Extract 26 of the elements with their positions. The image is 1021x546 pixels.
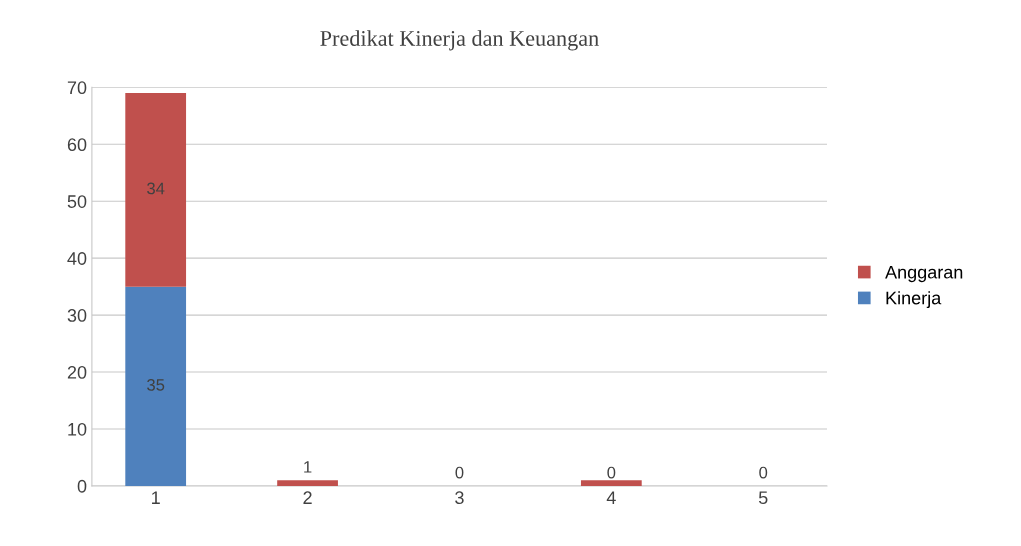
x-tick-label: 5: [758, 491, 768, 505]
y-tick-label: 70: [67, 81, 87, 95]
x-tick-label: 3: [455, 491, 464, 505]
x-tick-label: 4: [606, 491, 616, 504]
x-tick-label: 2: [303, 491, 312, 504]
data-label: 0: [759, 466, 768, 479]
data-label: 1: [304, 461, 312, 473]
y-tick-label: 20: [67, 365, 87, 379]
bar: [277, 480, 338, 486]
x-tick-label: 1: [152, 491, 160, 504]
y-tick-label: 50: [67, 195, 87, 208]
bar: [125, 286, 187, 486]
y-tick-label: 10: [68, 422, 87, 436]
y-tick-label: 30: [67, 309, 87, 322]
y-tick-label: 0: [77, 479, 87, 493]
legend-label: Kinerja: [886, 291, 942, 308]
legend-label: Anggaran: [885, 265, 963, 283]
y-tick-label: 60: [67, 138, 87, 152]
bar: [580, 480, 642, 486]
data-label: 0: [455, 466, 464, 479]
chart-title: Predikat Kinerja dan Keuangan: [320, 30, 599, 51]
data-label: 35: [147, 378, 165, 391]
bar: [125, 93, 187, 287]
data-label: 0: [607, 466, 616, 479]
y-tick-label: 40: [67, 252, 87, 265]
data-label: 34: [147, 182, 165, 195]
